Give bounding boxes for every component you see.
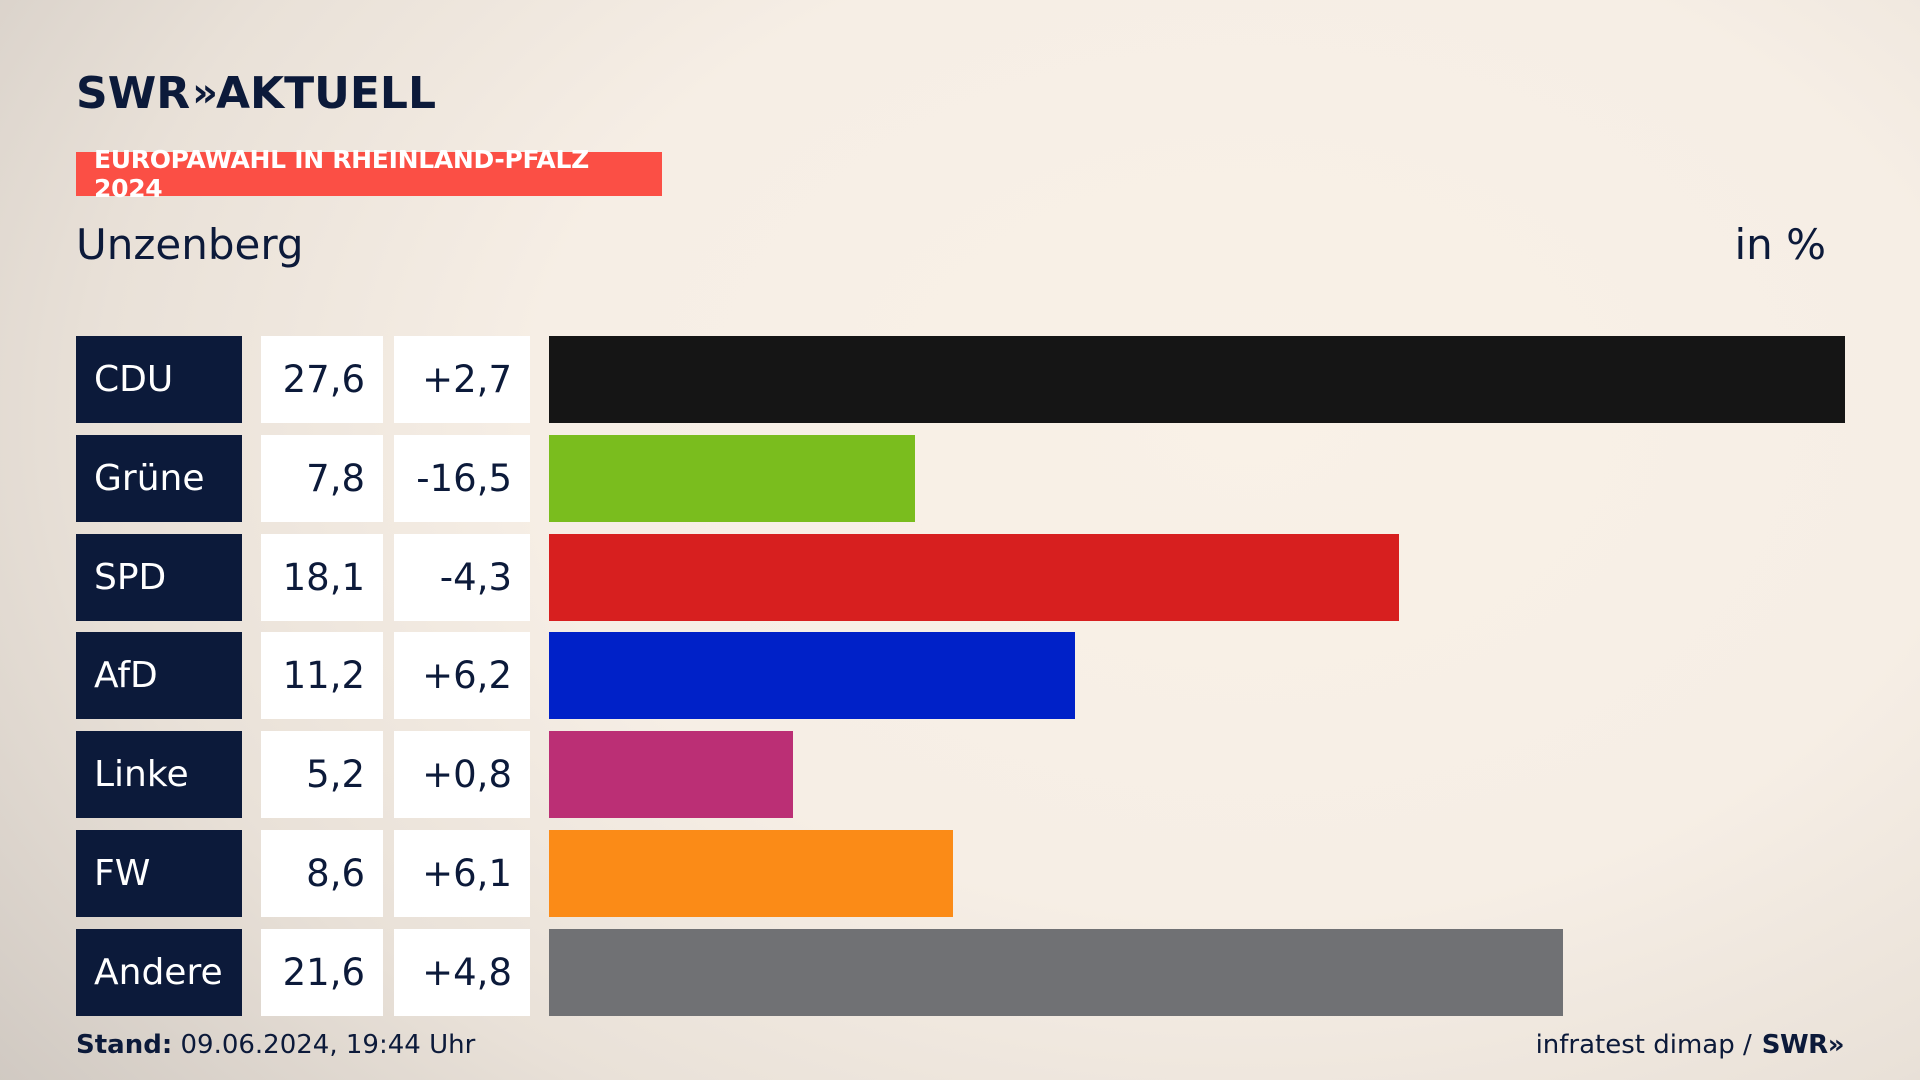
logo-title: AKTUELL [215,67,436,119]
stand-value: 09.06.2024, 19:44 Uhr [172,1030,476,1060]
vote-share-change: +6,1 [394,830,530,917]
party-label: Andere [76,929,242,1016]
party-label: FW [76,830,242,917]
stand-label: Stand: [76,1030,173,1060]
vote-share-change: +6,2 [394,632,530,719]
vote-share-value: 7,8 [261,435,383,522]
party-label: CDU [76,336,242,423]
logo-brand: SWR [76,67,191,119]
swr-small-logo: SWR» [1761,1030,1845,1060]
vote-share-change: +2,7 [394,336,530,423]
party-label: Grüne [76,435,242,522]
unit-label: in % [1734,220,1826,269]
vote-share-value: 5,2 [261,731,383,818]
bar-cdu [549,336,1845,423]
bar-grüne [549,435,915,522]
swr-aktuell-logo: SWR » AKTUELL [76,67,436,119]
source-credit: infratest dimap / SWR» [1535,1030,1845,1060]
party-label: Linke [76,731,242,818]
bar-afd [549,632,1075,719]
bar-fw [549,830,953,917]
timestamp: Stand: 09.06.2024, 19:44 Uhr [76,1030,475,1060]
region-title: Unzenberg [76,220,304,269]
bar-linke [549,731,793,818]
vote-share-change: -4,3 [394,534,530,621]
vote-share-change: -16,5 [394,435,530,522]
vote-share-value: 11,2 [261,632,383,719]
vote-share-value: 21,6 [261,929,383,1016]
vote-share-value: 27,6 [261,336,383,423]
vote-share-change: +0,8 [394,731,530,818]
party-label: AfD [76,632,242,719]
bar-spd [549,534,1399,621]
vote-share-change: +4,8 [394,929,530,1016]
party-label: SPD [76,534,242,621]
source-label: infratest dimap / [1535,1030,1752,1060]
vote-share-value: 8,6 [261,830,383,917]
bar-andere [549,929,1563,1016]
vote-share-value: 18,1 [261,534,383,621]
